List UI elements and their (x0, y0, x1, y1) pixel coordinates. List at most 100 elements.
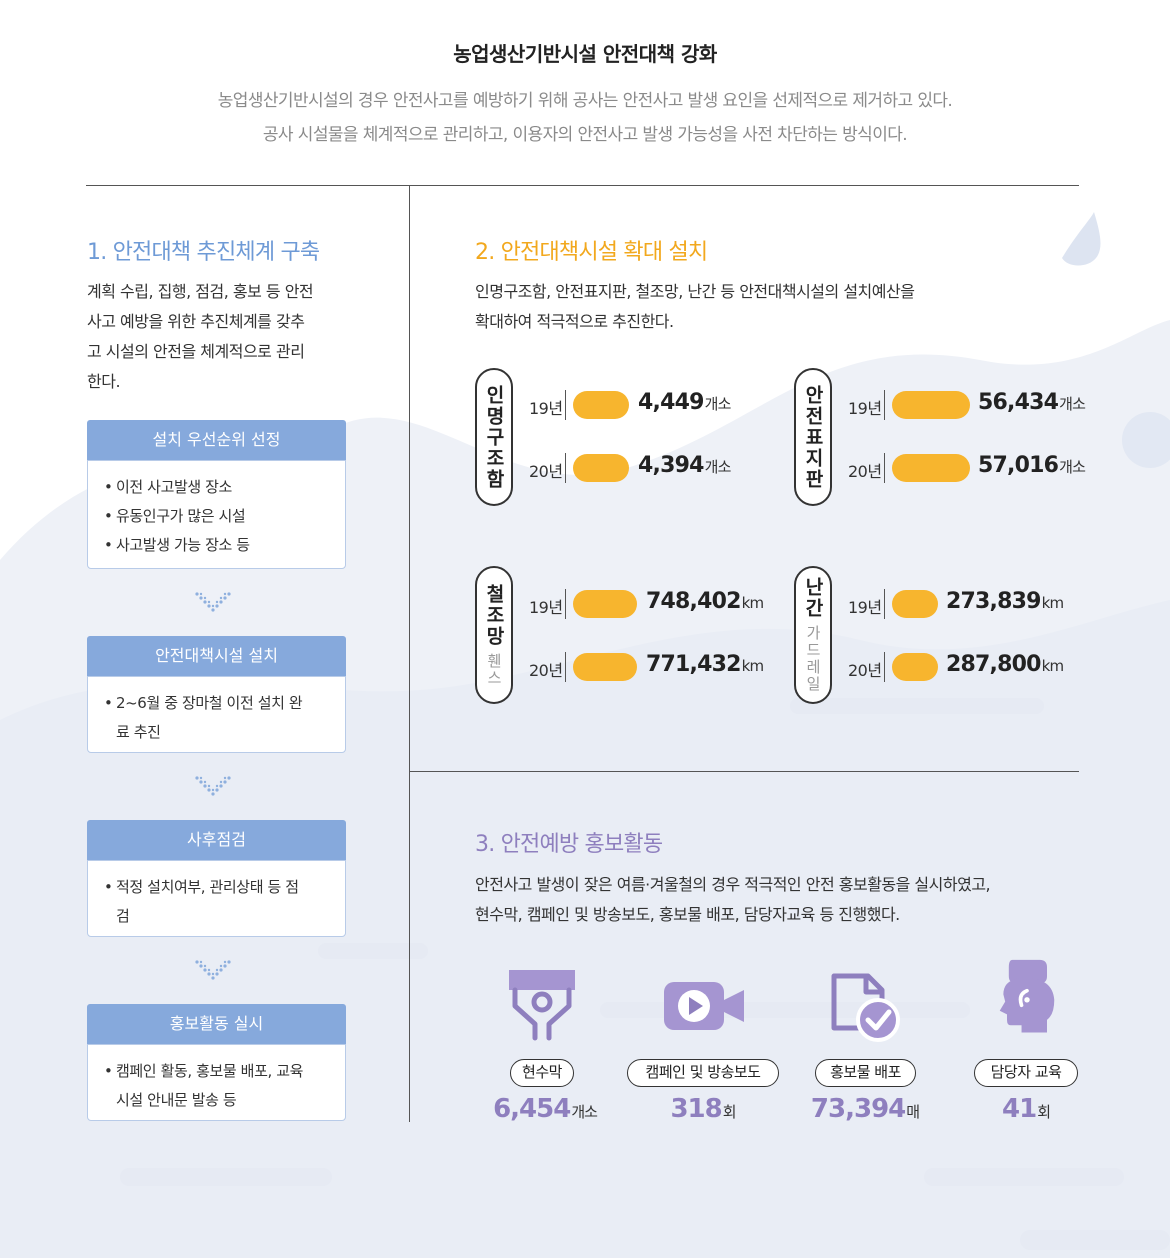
facility-sub: 가드레일 (804, 625, 822, 693)
value-number: 273,839 (946, 589, 1041, 614)
year-label: 19년 (848, 598, 882, 617)
row-divider (884, 589, 885, 619)
middle-divider (409, 771, 1079, 772)
value-unit: km (1041, 594, 1064, 612)
value-text: 287,800km (946, 652, 1064, 677)
value-text: 748,402km (646, 589, 764, 614)
step3-title: 사후점검 (87, 820, 346, 860)
step1-body: 이전 사고발생 장소 유동인구가 많은 시설 사고발생 가능 장소 등 (87, 460, 346, 569)
facility-tag-fence: 철조망 휀스 (475, 566, 513, 704)
facility-sub: 휀스 (485, 652, 503, 687)
row-divider (565, 652, 566, 682)
stat-label-education: 담당자 교육 (974, 1059, 1078, 1087)
section2-title: 2. 안전대책시설 확대 설치 (475, 240, 708, 265)
value-bar (892, 653, 938, 681)
step2-title: 안전대책시설 설치 (87, 636, 346, 676)
facility-tag-safety-sign: 안전표지판 (794, 368, 832, 506)
year-label: 20년 (848, 462, 882, 481)
section1-title: 1. 안전대책 추진체계 구축 (87, 240, 320, 265)
section1-body-line: 한다. (87, 372, 121, 391)
row-divider (884, 453, 885, 483)
stat-value-campaign: 318회 (628, 1094, 778, 1124)
row-divider (565, 390, 566, 420)
chevron-dots-down-icon (195, 592, 231, 612)
step4-title: 홍보활동 실시 (87, 1004, 346, 1044)
year-label: 19년 (848, 399, 882, 418)
section3-body-line: 현수막, 캠페인 및 방송보도, 홍보물 배포, 담당자교육 등 진행했다. (475, 905, 900, 924)
stat-value-banner: 6,454개소 (470, 1094, 620, 1124)
section2-body-line: 인명구조함, 안전표지판, 철조망, 난간 등 안전대책시설의 설치예산을 (475, 282, 915, 301)
stat-unit: 개소 (571, 1103, 598, 1121)
value-text: 4,449개소 (638, 390, 731, 415)
stat-label-campaign: 캠페인 및 방송보도 (627, 1059, 779, 1087)
stat-label-pr-material: 홍보물 배포 (815, 1059, 916, 1087)
value-number: 287,800 (946, 652, 1041, 677)
value-bar (892, 391, 970, 419)
value-number: 748,402 (646, 589, 741, 614)
step3-item: 적정 설치여부, 관리상태 등 점검 (104, 873, 309, 931)
stat-unit: 회 (1037, 1103, 1051, 1121)
intro-line-1: 농업생산기반시설의 경우 안전사고를 예방하기 위해 공사는 안전사고 발생 요… (217, 91, 953, 111)
stat-number: 41 (1002, 1094, 1037, 1124)
year-label: 19년 (529, 598, 563, 617)
value-unit: 개소 (1059, 458, 1086, 476)
value-unit: 개소 (1059, 395, 1086, 413)
section3-title: 3. 안전예방 홍보활동 (475, 832, 663, 857)
value-unit: km (741, 594, 764, 612)
value-unit: km (1041, 657, 1064, 675)
value-unit: km (741, 657, 764, 675)
value-text: 56,434개소 (978, 390, 1086, 415)
value-number: 56,434 (978, 390, 1059, 415)
step3-body: 적정 설치여부, 관리상태 등 점검 (87, 860, 346, 937)
stat-number: 73,394 (810, 1094, 906, 1124)
value-number: 4,449 (638, 390, 704, 415)
value-bar (573, 653, 637, 681)
step1-title: 설치 우선순위 선정 (87, 420, 346, 460)
banner-person-icon (509, 970, 575, 1041)
value-unit: 개소 (704, 395, 732, 413)
value-unit: 개소 (704, 458, 732, 476)
stat-unit: 회 (722, 1103, 737, 1121)
row-divider (884, 652, 885, 682)
year-label: 20년 (529, 462, 563, 481)
section1-body-line: 고 시설의 안전을 체계적으로 관리 (87, 342, 305, 361)
stat-number: 6,454 (493, 1094, 571, 1124)
intro-line-2: 공사 시설물을 체계적으로 관리하고, 이용자의 안전사고 발생 가능성을 사전… (262, 125, 908, 145)
value-number: 4,394 (638, 453, 704, 478)
row-divider (565, 453, 566, 483)
row-divider (884, 390, 885, 420)
column-divider (409, 185, 410, 1122)
step1-item: 이전 사고발생 장소 (104, 473, 329, 502)
facility-tag-railing: 난간 가드레일 (794, 566, 832, 704)
year-label: 20년 (529, 661, 563, 680)
value-text: 57,016개소 (978, 453, 1086, 478)
section2-body-line: 확대하여 적극적으로 추진한다. (475, 312, 674, 331)
stat-value-education: 41회 (951, 1094, 1101, 1124)
value-bar (573, 391, 629, 419)
step4-item: 캠페인 활동, 홍보물 배포, 교육시설 안내문 발송 등 (104, 1057, 309, 1115)
step1-item: 유동인구가 많은 시설 (104, 502, 329, 531)
section2-body: 인명구조함, 안전표지판, 철조망, 난간 등 안전대책시설의 설치예산을 확대… (475, 277, 1055, 337)
chevron-dots-down-icon (195, 776, 231, 796)
value-text: 771,432km (646, 652, 764, 677)
facility-name: 인명구조함 (483, 384, 505, 490)
top-divider (86, 185, 1079, 186)
facility-name: 안전표지판 (802, 384, 824, 490)
year-label: 20년 (848, 661, 882, 680)
value-number: 57,016 (978, 453, 1059, 478)
step2-body: 2~6월 중 장마철 이전 설치 완료 추진 (87, 676, 346, 753)
section1-body-line: 계획 수립, 집행, 점검, 홍보 등 안전 (87, 282, 314, 301)
section3-body-line: 안전사고 발생이 잦은 여름·겨울철의 경우 적극적인 안전 홍보활동을 실시하… (475, 875, 991, 894)
stat-value-pr-material: 73,394매 (790, 1094, 940, 1124)
chevron-dots-down-icon (195, 960, 231, 980)
page-title: 농업생산기반시설 안전대책 강화 (453, 42, 717, 66)
intro-text: 농업생산기반시설의 경우 안전사고를 예방하기 위해 공사는 안전사고 발생 요… (0, 84, 1170, 152)
row-divider (565, 589, 566, 619)
stat-number: 318 (670, 1094, 722, 1124)
step1-item: 사고발생 가능 장소 등 (104, 531, 329, 560)
value-bar (892, 454, 970, 482)
value-bar (573, 590, 637, 618)
value-text: 4,394개소 (638, 453, 731, 478)
document-check-icon (831, 973, 900, 1042)
value-text: 273,839km (946, 589, 1064, 614)
